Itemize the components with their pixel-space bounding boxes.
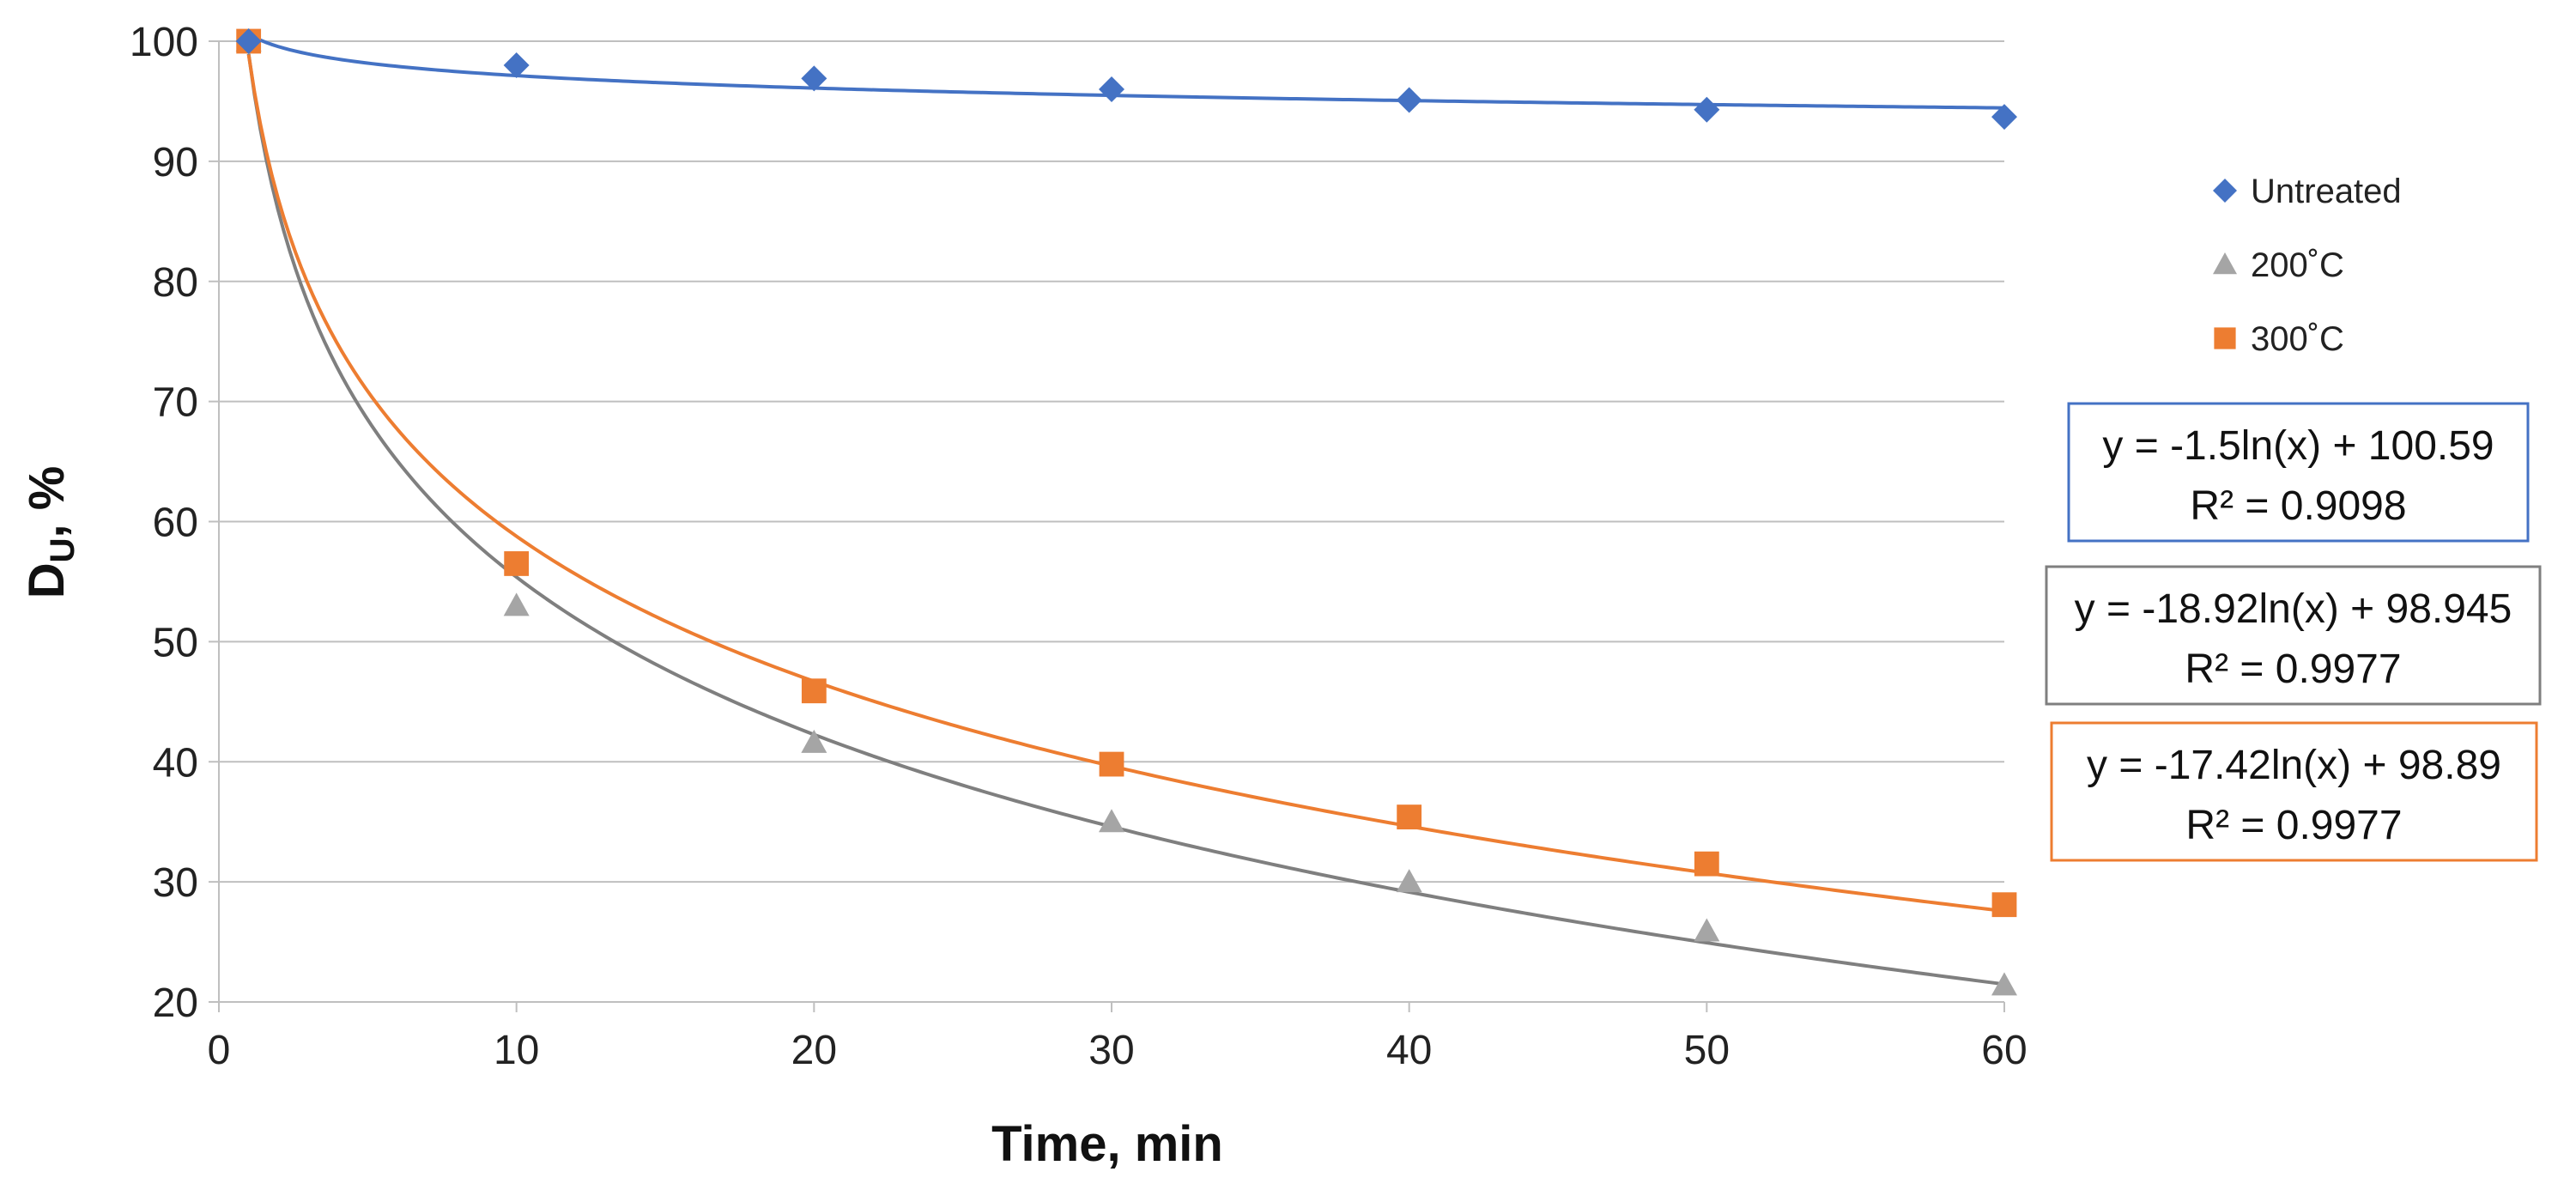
legend-marker-untreated xyxy=(2213,179,2237,203)
x-tick-label: 20 xyxy=(791,1028,837,1073)
x-tick-label: 40 xyxy=(1386,1028,1432,1073)
trendline-200c xyxy=(246,53,2005,987)
trendlines xyxy=(246,32,2005,987)
trendline-r-squared: R² = 0.9098 xyxy=(2190,483,2406,529)
data-point-untreated xyxy=(1694,96,1720,123)
y-axis-title-main: D xyxy=(19,562,75,598)
legend-label-300c: 300˚C xyxy=(2251,320,2344,358)
trendline-300c xyxy=(246,54,2005,914)
legend-marker-200c xyxy=(2213,252,2237,275)
legend-label-200c: 200˚C xyxy=(2251,246,2344,284)
y-tick-label: 50 xyxy=(153,620,198,665)
data-point-untreated xyxy=(1991,104,2017,131)
data-point-200c xyxy=(1099,809,1124,833)
trendline-equation-box-200c: y = -18.92ln(x) + 98.945 R² = 0.9977 xyxy=(2045,565,2542,706)
y-tick-label: 40 xyxy=(153,740,198,786)
equation-box-border xyxy=(2050,721,2538,862)
data-point-300c xyxy=(801,678,827,704)
y-tick-label: 30 xyxy=(153,860,198,906)
trendline-r-squared: R² = 0.9977 xyxy=(2185,803,2402,848)
axes: 20 30 40 50 60 70 80 90 100 0 10 20 30 40 50 60 xyxy=(130,20,2027,1073)
trendline-equation-box-untreated: y = -1.5ln(x) + 100.59 R² = 0.9098 xyxy=(2067,402,2530,543)
trendline-equations: y = -1.5ln(x) + 100.59 R² = 0.9098 y = -18… xyxy=(2045,402,2542,862)
y-axis-title: DU, % xyxy=(19,466,82,599)
data-point-300c xyxy=(1694,851,1719,877)
y-tick-label: 90 xyxy=(153,140,198,185)
data-point-200c xyxy=(1694,918,1720,942)
x-tick-label: 50 xyxy=(1684,1028,1730,1073)
legend-marker-300c xyxy=(2214,327,2236,349)
y-axis-title-sub: U xyxy=(44,538,82,563)
y-tick-label: 100 xyxy=(130,20,198,65)
svg-text:DU, %: DU, % xyxy=(19,466,82,599)
data-point-200c xyxy=(1396,869,1422,893)
legend-label-untreated: Untreated xyxy=(2251,173,2402,210)
data-point-untreated xyxy=(801,65,827,92)
x-tick-label: 60 xyxy=(1981,1028,2027,1073)
trendline-r-squared: R² = 0.9977 xyxy=(2185,647,2401,692)
data-point-untreated xyxy=(503,52,530,78)
data-point-300c xyxy=(1991,892,2017,918)
data-point-200c xyxy=(1991,972,2017,996)
trendline-equation: y = -17.42ln(x) + 98.89 xyxy=(2087,743,2501,788)
x-tick-label: 0 xyxy=(208,1028,231,1073)
x-tick-label: 30 xyxy=(1088,1028,1134,1073)
data-point-untreated xyxy=(1396,87,1422,113)
y-axis-title-suffix: , % xyxy=(19,466,75,538)
legend: Untreated 200˚C 300˚C xyxy=(2213,173,2402,358)
x-tick-label: 10 xyxy=(494,1028,539,1073)
trendline-equation-box-300c: y = -17.42ln(x) + 98.89 R² = 0.9977 xyxy=(2050,721,2538,862)
equation-box-border xyxy=(2067,402,2530,543)
y-tick-label: 60 xyxy=(153,501,198,546)
data-point-200c xyxy=(503,592,530,616)
data-point-200c xyxy=(801,729,827,753)
data-point-untreated xyxy=(1099,76,1124,102)
data-point-300c xyxy=(504,551,530,576)
data-point-untreated xyxy=(235,28,262,54)
data-point-300c xyxy=(1397,804,1422,829)
grid xyxy=(219,40,2004,883)
y-tick-label: 70 xyxy=(153,380,198,426)
trendline-equation: y = -1.5ln(x) + 100.59 xyxy=(2102,423,2494,469)
x-axis-title: Time, min xyxy=(991,1116,1223,1172)
equation-box-border xyxy=(2045,565,2542,706)
trendline-equation: y = -18.92ln(x) + 98.945 xyxy=(2075,586,2512,632)
data-markers xyxy=(235,28,2017,996)
y-tick-label: 80 xyxy=(153,260,198,306)
y-tick-label: 20 xyxy=(153,980,198,1026)
data-point-300c xyxy=(1099,751,1124,777)
